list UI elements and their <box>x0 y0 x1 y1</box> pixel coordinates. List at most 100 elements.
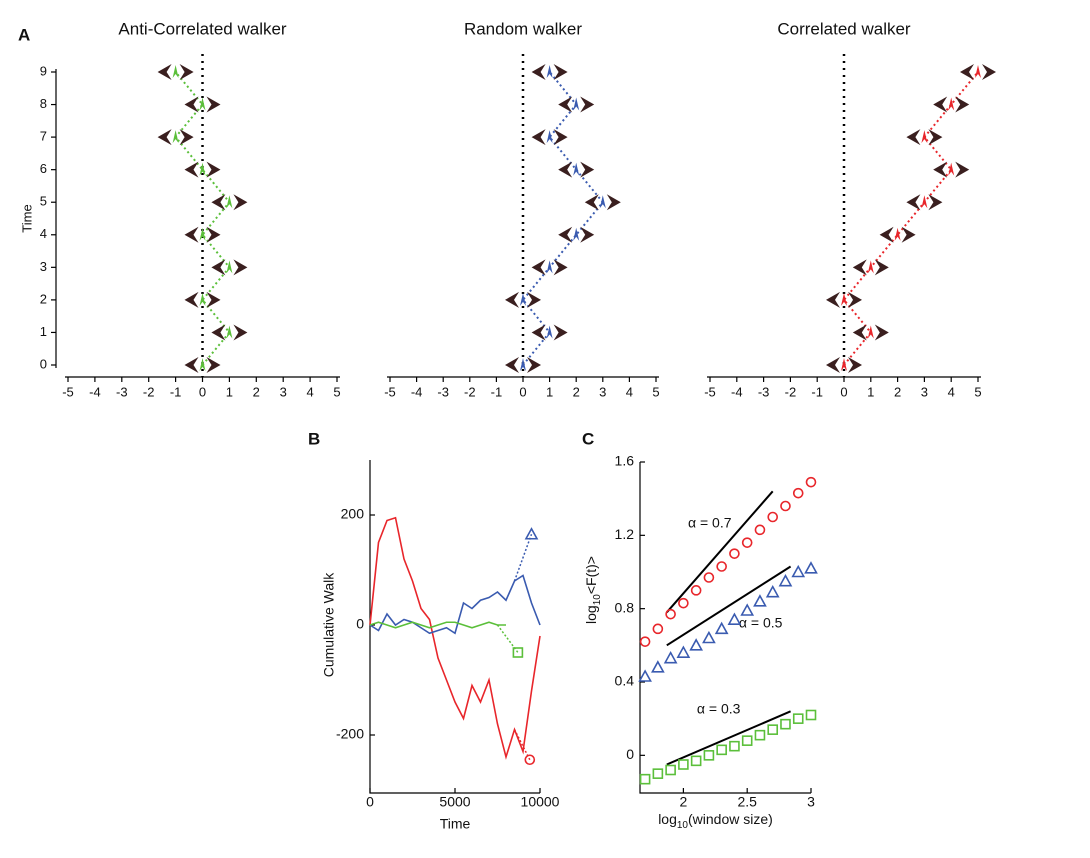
walker-chevron <box>982 64 996 80</box>
walk-line <box>369 516 541 760</box>
walker-chevron <box>206 291 221 308</box>
x-tick-label: -1 <box>811 384 823 399</box>
walk-path <box>842 71 979 366</box>
walker <box>184 291 221 308</box>
walker-chevron <box>531 324 546 341</box>
walker <box>558 161 595 178</box>
marker <box>678 759 689 770</box>
walker-figure <box>573 162 580 176</box>
walker-chevron <box>558 96 573 113</box>
walker <box>852 324 889 341</box>
marker <box>702 630 716 644</box>
walker-chevron <box>157 129 172 146</box>
walker-chevron <box>531 259 546 276</box>
marker <box>639 773 651 785</box>
walker-chevron <box>527 357 541 373</box>
x-axis-label-part: 10 <box>677 820 689 831</box>
walker-chevron <box>531 129 546 146</box>
walker-chevron <box>206 161 221 178</box>
marker <box>780 718 791 730</box>
walker-chevron <box>960 64 974 80</box>
x-tick-label: 0 <box>840 384 847 399</box>
panel-title: Anti-Correlated walker <box>118 19 287 38</box>
walker-figure <box>172 130 179 144</box>
walker-chevron <box>933 96 948 113</box>
x-tick-label: 5 <box>333 384 340 399</box>
x-tick-label: -4 <box>89 384 101 399</box>
x-axis-label-part: (window size) <box>688 811 773 827</box>
y-axis-label-part: 10 <box>592 594 603 606</box>
walker-chevron <box>580 96 595 113</box>
walker-figure <box>226 260 233 274</box>
marker <box>524 754 536 766</box>
walk-line <box>369 574 541 635</box>
marker <box>729 740 740 752</box>
y-axis-label-part: <F(t)> <box>583 556 599 594</box>
marker <box>805 476 817 488</box>
marker <box>524 527 539 540</box>
walker-chevron <box>826 357 840 373</box>
x-tick-label: -3 <box>437 384 449 399</box>
y-tick-label: 3 <box>40 259 47 274</box>
walker-chevron <box>848 291 862 308</box>
marker <box>778 574 793 587</box>
walker <box>960 64 996 80</box>
walker <box>826 357 862 373</box>
walker-figure <box>520 292 526 306</box>
walker <box>933 96 970 113</box>
marker <box>652 768 664 779</box>
x-tick-label: 4 <box>306 384 313 399</box>
walker-chevron <box>184 226 199 243</box>
walker-chevron <box>874 324 889 341</box>
walk-path <box>174 71 231 366</box>
x-tick-label: 3 <box>807 794 815 810</box>
walker-chevron <box>580 226 595 243</box>
marker <box>703 750 715 761</box>
x-tick-label: 4 <box>626 384 633 399</box>
walker <box>531 64 568 80</box>
y-tick-label: 9 <box>40 63 47 78</box>
walker-chevron <box>928 129 943 146</box>
y-axis-label-part: log <box>583 605 599 624</box>
x-tick-label: -1 <box>491 384 503 399</box>
walker <box>584 194 621 211</box>
marker <box>676 645 691 658</box>
marker <box>754 524 766 536</box>
x-tick-label: -2 <box>143 384 155 399</box>
walker-chevron <box>580 161 595 178</box>
marker <box>703 572 715 583</box>
panel-label: B <box>308 429 320 448</box>
walker-chevron <box>826 291 840 308</box>
walker <box>558 96 595 113</box>
fit-label: α = 0.3 <box>697 701 741 717</box>
walker-chevron <box>206 226 221 243</box>
marker <box>753 594 767 607</box>
marker <box>767 511 779 523</box>
y-tick-label: 7 <box>40 129 47 144</box>
x-tick-label: -5 <box>62 384 74 399</box>
walker-figure <box>573 227 580 241</box>
walker <box>531 324 568 341</box>
y-tick-label: 0 <box>626 746 634 762</box>
walker-figure <box>546 65 553 78</box>
walker-chevron <box>184 96 199 113</box>
walker-figure <box>199 227 206 241</box>
walker-figure <box>921 130 928 144</box>
marker <box>727 612 742 625</box>
panel-title: Random walker <box>464 19 582 38</box>
walker-chevron <box>906 194 921 211</box>
y-tick-label: 1.2 <box>615 526 635 542</box>
marker <box>638 669 652 682</box>
walker-figure <box>867 260 874 274</box>
walker-chevron <box>179 129 194 146</box>
marker <box>767 724 779 735</box>
marker <box>729 548 740 559</box>
walker-chevron <box>527 291 541 308</box>
x-tick-label: -3 <box>758 384 770 399</box>
walker-chevron <box>184 161 199 178</box>
marker <box>639 636 651 647</box>
x-tick-label: 2.5 <box>737 794 757 810</box>
walker-figure <box>172 65 179 78</box>
marker <box>792 713 804 724</box>
